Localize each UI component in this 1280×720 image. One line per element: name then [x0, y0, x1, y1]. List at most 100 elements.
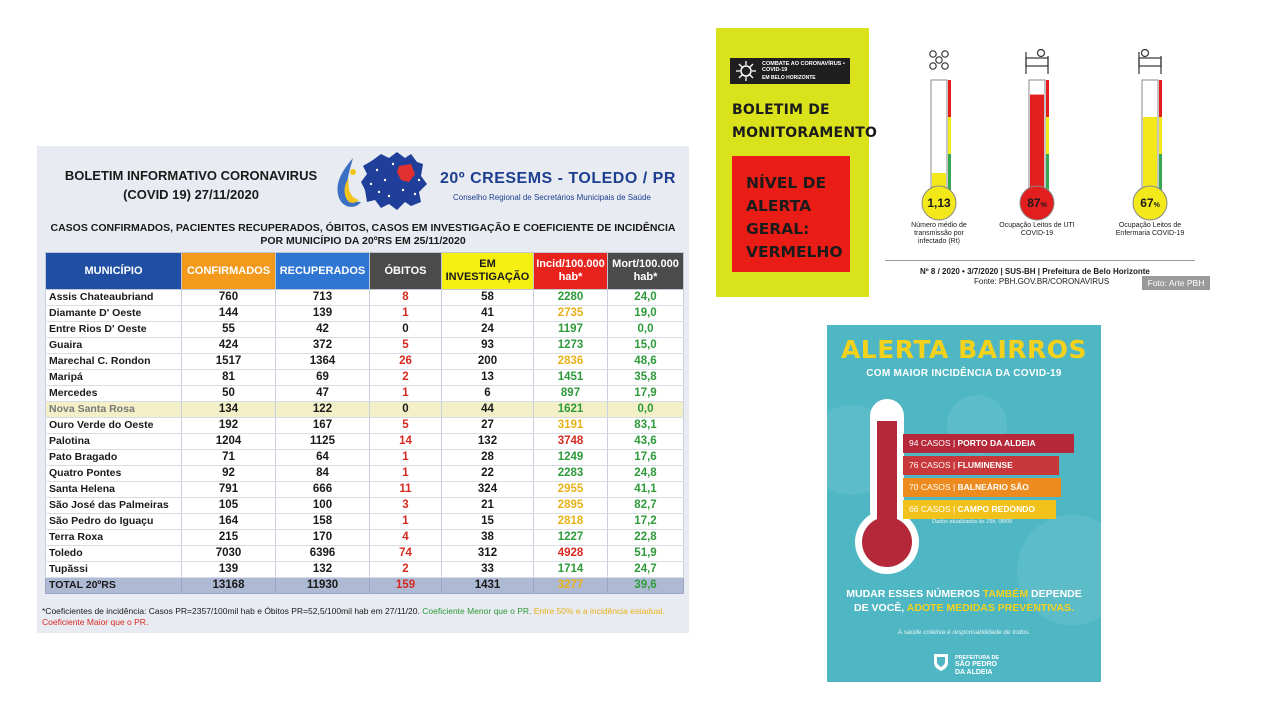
cell-incidencia: 1621: [533, 401, 608, 418]
cell-municipio: Palotina: [45, 433, 182, 450]
update-note: Dados atualizados às 15h, 08/09: [932, 519, 1013, 525]
col-header-recuperados: RECUPERADOS: [275, 252, 370, 290]
cell-investigacao: 324: [441, 481, 534, 498]
thermometer-icon: [855, 399, 919, 574]
footer-divider: [885, 260, 1195, 261]
cell-obitos: 0: [369, 401, 442, 418]
cell-incidencia: 2735: [533, 305, 608, 322]
cell-obitos: 3: [369, 497, 442, 514]
cell-incidencia: 1273: [533, 337, 608, 354]
total-confirmados: 13168: [181, 577, 276, 594]
cell-mortalidade: 51,9: [607, 545, 684, 562]
alert-level-box: NÍVEL DE ALERTA GERAL: VERMELHO: [732, 156, 850, 272]
cell-confirmados: 424: [181, 337, 276, 354]
cell-investigacao: 58: [441, 289, 534, 306]
cell-investigacao: 6: [441, 385, 534, 402]
bulletin-number: Nº 8 / 2020 • 3/7/2020 | SUS-BH | Prefei…: [920, 267, 1150, 276]
cell-recuperados: 666: [275, 481, 370, 498]
cell-municipio: Diamante D' Oeste: [45, 305, 182, 322]
cell-municipio: Santa Helena: [45, 481, 182, 498]
cell-incidencia: 1249: [533, 449, 608, 466]
org-subtitle: Conselho Regional de Secretários Municip…: [453, 193, 651, 202]
city-crest-icon: [934, 654, 948, 671]
neighborhood-bar: 76 CASOS | FLUMINENSE: [903, 456, 1059, 475]
thermometer-1: 1,13: [921, 50, 957, 221]
cell-investigacao: 15: [441, 513, 534, 530]
cell-investigacao: 33: [441, 561, 534, 578]
cell-confirmados: 81: [181, 369, 276, 386]
cell-obitos: 14: [369, 433, 442, 450]
cell-investigacao: 38: [441, 529, 534, 546]
cell-confirmados: 134: [181, 401, 276, 418]
cell-confirmados: 105: [181, 497, 276, 514]
cell-incidencia: 2283: [533, 465, 608, 482]
cell-incidencia: 2895: [533, 497, 608, 514]
table-row: Entre Rios D' Oeste 55 42 0 24 1197 0,0: [45, 321, 684, 338]
cell-recuperados: 69: [275, 369, 370, 386]
cell-mortalidade: 19,0: [607, 305, 684, 322]
table-row: Guaira 424 372 5 93 1273 15,0: [45, 337, 684, 354]
col-header-municipio: MUNICÍPIO: [45, 252, 182, 290]
cell-municipio: Guaira: [45, 337, 182, 354]
cell-obitos: 5: [369, 337, 442, 354]
cell-confirmados: 164: [181, 513, 276, 530]
cell-municipio: Entre Rios D' Oeste: [45, 321, 182, 338]
cell-investigacao: 93: [441, 337, 534, 354]
cresems-logo: [337, 158, 361, 207]
thermometer-value: 87%: [1027, 196, 1047, 210]
cell-obitos: 2: [369, 561, 442, 578]
cell-obitos: 2: [369, 369, 442, 386]
table-row: São José das Palmeiras 105 100 3 21 2895 82,7: [45, 497, 684, 514]
cell-mortalidade: 43,6: [607, 433, 684, 450]
cell-obitos: 0: [369, 321, 442, 338]
bulletin-source: Fonte: PBH.GOV.BR/CORONAVIRUS: [974, 277, 1110, 286]
cell-mortalidade: 0,0: [607, 401, 684, 418]
cell-mortalidade: 17,2: [607, 513, 684, 530]
bulletin-panel: BOLETIM INFORMATIVO CORONAVIRUS (COVID 1…: [37, 146, 689, 633]
table-row: São Pedro do Iguaçu 164 158 1 15 2818 17,2: [45, 513, 684, 530]
col-header-investigacao: EM INVESTIGAÇÃO: [441, 252, 534, 290]
people-icon: [929, 50, 949, 70]
cell-investigacao: 21: [441, 497, 534, 514]
cell-municipio: Toledo: [45, 545, 182, 562]
cell-municipio: Marechal C. Rondon: [45, 353, 182, 370]
cell-recuperados: 372: [275, 337, 370, 354]
cell-incidencia: 1451: [533, 369, 608, 386]
cell-confirmados: 215: [181, 529, 276, 546]
cell-obitos: 8: [369, 289, 442, 306]
cell-incidencia: 2280: [533, 289, 608, 306]
cell-recuperados: 47: [275, 385, 370, 402]
table-row: Pato Bragado 71 64 1 28 1249 17,6: [45, 449, 684, 466]
photo-credit: Foto: Arte PBH: [1142, 276, 1210, 290]
cell-obitos: 1: [369, 513, 442, 530]
hospital-bed-icon: [1138, 48, 1162, 74]
cell-incidencia: 897: [533, 385, 608, 402]
cell-confirmados: 1204: [181, 433, 276, 450]
cell-municipio: São Pedro do Iguaçu: [45, 513, 182, 530]
total-label: TOTAL 20ºRS: [45, 577, 182, 594]
cell-recuperados: 132: [275, 561, 370, 578]
cell-investigacao: 28: [441, 449, 534, 466]
cell-obitos: 1: [369, 449, 442, 466]
total-incidencia: 3277: [533, 577, 608, 594]
cell-recuperados: 84: [275, 465, 370, 482]
cell-recuperados: 42: [275, 321, 370, 338]
cell-investigacao: 27: [441, 417, 534, 434]
table-footnote: *Coeficientes de incidência: Casos PR=23…: [42, 606, 665, 627]
cell-obitos: 11: [369, 481, 442, 498]
cases-table: MUNICÍPIO CONFIRMADOS RECUPERADOS ÓBITOS…: [45, 252, 684, 594]
cell-investigacao: 22: [441, 465, 534, 482]
table-row: Palotina 1204 1125 14 132 3748 43,6: [45, 433, 684, 450]
table-row: Ouro Verde do Oeste 192 167 5 27 3191 83,1: [45, 417, 684, 434]
cell-obitos: 1: [369, 305, 442, 322]
cell-recuperados: 158: [275, 513, 370, 530]
cell-obitos: 1: [369, 465, 442, 482]
alert-subtitle: COM MAIOR INCIDÊNCIA DA COVID-19: [866, 368, 1062, 379]
cell-obitos: 1: [369, 385, 442, 402]
region-map-icon: [361, 152, 427, 210]
cell-investigacao: 312: [441, 545, 534, 562]
cell-investigacao: 24: [441, 321, 534, 338]
table-row: Diamante D' Oeste 144 139 1 41 2735 19,0: [45, 305, 684, 322]
cell-municipio: São José das Palmeiras: [45, 497, 182, 514]
cell-recuperados: 139: [275, 305, 370, 322]
